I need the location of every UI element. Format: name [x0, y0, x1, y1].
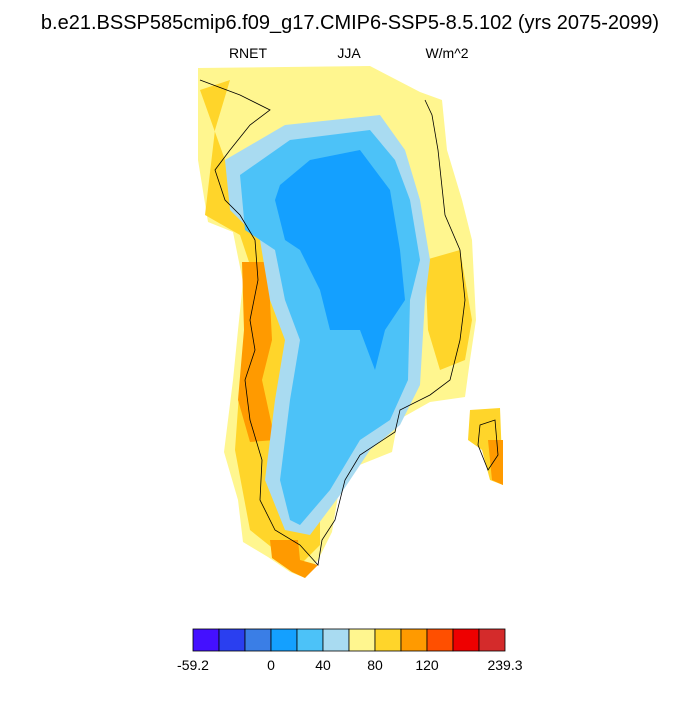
colorbar-swatch	[452, 628, 480, 652]
colorbar-tick-label: 239.3	[487, 657, 522, 673]
field-core	[275, 150, 405, 370]
colorbar-swatch	[426, 628, 454, 652]
colorbar-swatch	[218, 628, 246, 652]
colorbar-tick-label: 120	[415, 657, 439, 673]
colorbar-tick-label: 40	[315, 657, 331, 673]
field-orange-south	[270, 540, 318, 578]
colorbar-swatch	[296, 628, 324, 652]
colorbar-swatch	[400, 628, 428, 652]
units-label: W/m^2	[425, 45, 468, 61]
coastline	[199, 79, 499, 566]
colorbar-swatch	[322, 628, 350, 652]
colorbar-tick-label: 80	[367, 657, 383, 673]
colorbar-swatch	[192, 628, 220, 652]
colorbar-swatch	[270, 628, 298, 652]
variable-label: RNET	[229, 45, 268, 61]
colorbar-tick-label: -59.2	[177, 657, 209, 673]
colorbar-swatch	[244, 628, 272, 652]
colorbar-tick-label: 0	[267, 657, 275, 673]
colorbar: -59.2 0 40 80 120 239.3	[177, 628, 523, 673]
greenland-field	[198, 66, 503, 578]
colorbar-swatch	[348, 628, 376, 652]
colorbar-swatch	[374, 628, 402, 652]
field-island-warm	[488, 440, 503, 485]
season-label: JJA	[337, 45, 361, 61]
colorbar-swatch	[478, 628, 506, 652]
title: b.e21.BSSP585cmip6.f09_g17.CMIP6-SSP5-8.…	[41, 12, 659, 34]
